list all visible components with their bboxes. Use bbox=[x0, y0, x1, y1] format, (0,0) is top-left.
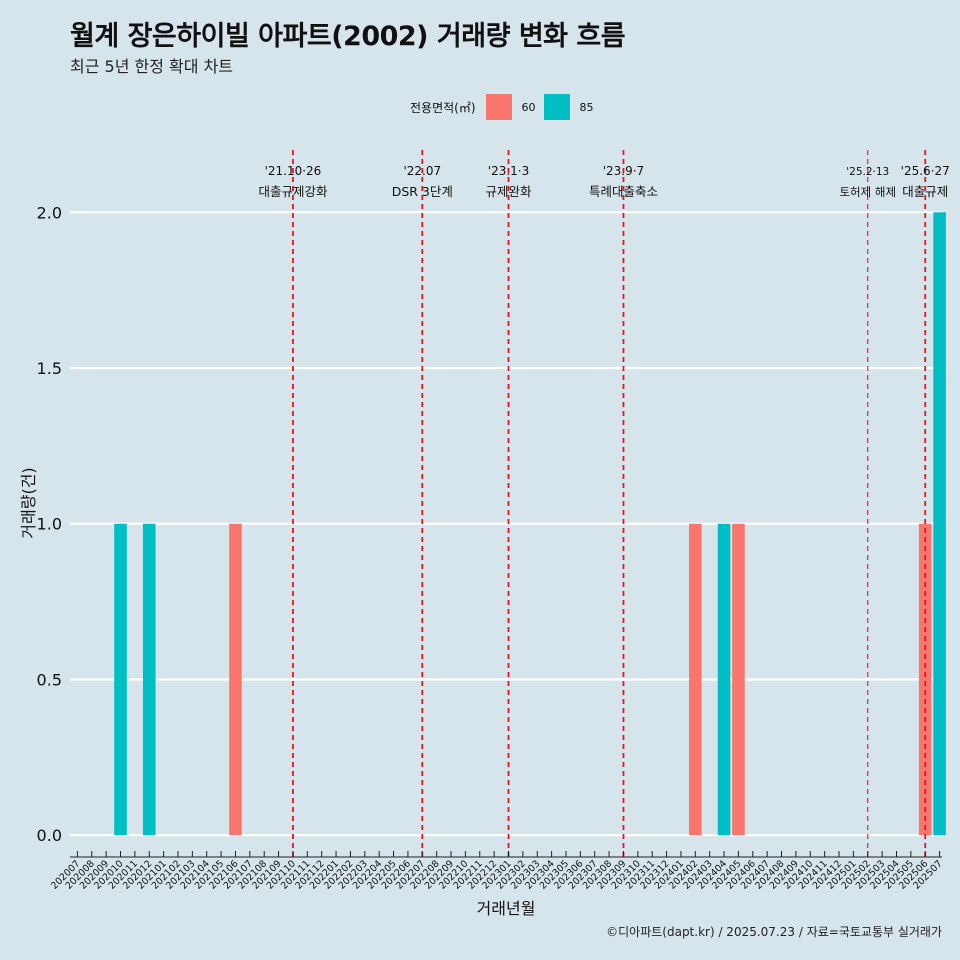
event-label: 대출규제강화 bbox=[258, 184, 328, 199]
bar-202010-85 bbox=[114, 523, 127, 836]
y-tick-label: 2.0 bbox=[37, 203, 62, 222]
y-tick-label: 1.5 bbox=[37, 359, 62, 378]
source-caption: ©디아파트(dapt.kr) / 2025.07.23 / 자료=국토교통부 실… bbox=[606, 925, 942, 939]
event-date-label: '23.9·7 bbox=[603, 164, 644, 178]
event-date-label: '22.07 bbox=[403, 164, 441, 178]
bar-202405-60 bbox=[732, 523, 745, 836]
event-date-label: '25.2·13 bbox=[846, 166, 889, 178]
legend: 전용면적(㎡) 60 85 bbox=[410, 93, 602, 121]
chart-title: 월계 장은하이빌 아파트(2002) 거래량 변화 흐름 bbox=[70, 21, 626, 52]
y-tick-label: 1.0 bbox=[37, 515, 62, 534]
bar-202507-85 bbox=[933, 212, 946, 836]
y-tick-label: 0.5 bbox=[37, 670, 62, 689]
chart-subtitle: 최근 5년 한정 확대 차트 bbox=[70, 57, 234, 76]
x-axis-title: 거래년월 bbox=[477, 899, 536, 918]
legend-title: 전용면적(㎡) bbox=[410, 100, 476, 115]
y-axis-title: 거래량(건) bbox=[19, 467, 38, 538]
event-label: 특례대출축소 bbox=[589, 184, 658, 199]
bar-202106-60 bbox=[229, 523, 242, 836]
legend-item-85: 85 bbox=[543, 94, 594, 120]
event-date-label: '23.1·3 bbox=[488, 164, 529, 178]
legend-label-85: 85 bbox=[579, 100, 594, 114]
bar-202402-60 bbox=[689, 523, 702, 836]
legend-swatch-60 bbox=[485, 94, 512, 120]
event-label: DSR 3단계 bbox=[392, 184, 453, 199]
event-date-label: '21.10·26 bbox=[265, 164, 322, 178]
event-label: 대출규제 bbox=[902, 184, 948, 199]
legend-swatch-85 bbox=[543, 94, 570, 120]
event-date-label: '25.6·27 bbox=[901, 164, 950, 178]
event-label: 규제완화 bbox=[485, 184, 532, 199]
bar-202506-60 bbox=[918, 523, 932, 836]
y-tick-label: 0.0 bbox=[37, 826, 62, 845]
bar-202012-85 bbox=[142, 523, 156, 836]
bar-202404-85 bbox=[717, 523, 731, 836]
event-label: 토허제 해제 bbox=[839, 185, 896, 199]
legend-item-60: 60 bbox=[485, 94, 536, 120]
legend-label-60: 60 bbox=[521, 100, 536, 114]
